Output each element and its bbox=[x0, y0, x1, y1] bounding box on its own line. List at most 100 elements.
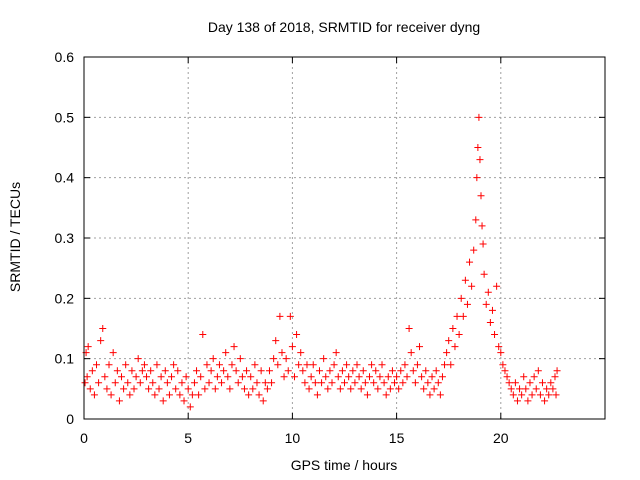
data-point bbox=[103, 385, 111, 393]
data-point bbox=[466, 258, 474, 266]
data-point bbox=[81, 379, 89, 387]
data-point bbox=[172, 385, 180, 393]
data-point bbox=[401, 361, 409, 369]
data-point bbox=[253, 379, 261, 387]
x-tick-label: 5 bbox=[184, 430, 192, 446]
data-point bbox=[236, 355, 244, 363]
data-point bbox=[226, 385, 234, 393]
data-point bbox=[453, 312, 461, 320]
data-point bbox=[90, 391, 98, 399]
data-point bbox=[203, 361, 211, 369]
data-point bbox=[551, 373, 559, 381]
data-point bbox=[457, 294, 465, 302]
data-point bbox=[416, 343, 424, 351]
data-point bbox=[143, 373, 151, 381]
data-point bbox=[545, 391, 553, 399]
data-point bbox=[168, 373, 176, 381]
data-point bbox=[86, 385, 94, 393]
data-point bbox=[282, 355, 290, 363]
data-point bbox=[249, 385, 257, 393]
data-point bbox=[149, 379, 157, 387]
data-point bbox=[84, 343, 92, 351]
y-tick-label: 0.1 bbox=[55, 351, 75, 367]
data-point bbox=[532, 385, 540, 393]
data-point bbox=[95, 379, 103, 387]
chart-title: Day 138 of 2018, SRMTID for receiver dyn… bbox=[208, 19, 480, 35]
y-tick-label: 0.3 bbox=[55, 230, 75, 246]
data-point bbox=[420, 385, 428, 393]
data-point bbox=[230, 343, 238, 351]
data-point bbox=[341, 379, 348, 387]
data-point bbox=[132, 373, 140, 381]
data-point bbox=[470, 246, 478, 254]
data-point bbox=[276, 312, 284, 320]
data-point bbox=[320, 355, 328, 363]
data-point bbox=[261, 379, 269, 387]
data-point bbox=[378, 361, 386, 369]
data-point bbox=[447, 361, 455, 369]
data-point bbox=[403, 373, 411, 381]
data-point bbox=[215, 361, 223, 369]
y-axis-label: SRMTID / TECUs bbox=[7, 182, 23, 292]
data-point bbox=[243, 367, 251, 375]
y-tick-label: 0.2 bbox=[55, 290, 75, 306]
data-point bbox=[88, 367, 96, 375]
data-point bbox=[268, 379, 276, 387]
data-point bbox=[111, 379, 119, 387]
data-point bbox=[122, 361, 130, 369]
data-point bbox=[353, 361, 361, 369]
data-point bbox=[334, 373, 342, 381]
data-points bbox=[81, 113, 561, 411]
data-point bbox=[479, 240, 487, 248]
data-point bbox=[478, 222, 486, 230]
data-point bbox=[280, 373, 288, 381]
data-point bbox=[461, 276, 469, 284]
data-point bbox=[501, 367, 509, 375]
data-point bbox=[155, 385, 163, 393]
data-point bbox=[115, 397, 123, 405]
data-point bbox=[161, 367, 169, 375]
data-point bbox=[180, 397, 188, 405]
data-point bbox=[349, 367, 357, 375]
data-point bbox=[376, 373, 384, 381]
data-point bbox=[391, 379, 399, 387]
data-point bbox=[347, 385, 355, 393]
axis-ticks: 0 5 10 15 20 0 0.1 0.2 0.3 0.4 0.5 0.6 bbox=[55, 49, 605, 446]
plot-frame bbox=[83, 56, 606, 420]
data-point bbox=[503, 373, 511, 381]
data-point bbox=[195, 391, 203, 399]
data-point bbox=[526, 379, 534, 387]
data-point bbox=[363, 391, 371, 399]
data-point bbox=[134, 355, 142, 363]
data-point bbox=[547, 379, 555, 387]
data-point bbox=[309, 361, 317, 369]
data-point bbox=[553, 367, 561, 375]
data-point bbox=[368, 361, 376, 369]
data-point bbox=[516, 385, 524, 393]
data-point bbox=[301, 379, 309, 387]
data-point bbox=[438, 373, 446, 381]
data-point bbox=[486, 318, 494, 326]
data-point bbox=[393, 373, 401, 381]
data-point bbox=[422, 367, 430, 375]
data-point bbox=[449, 325, 457, 332]
data-point bbox=[257, 367, 265, 375]
data-point bbox=[126, 391, 134, 399]
data-point bbox=[109, 349, 117, 357]
data-point bbox=[482, 300, 490, 308]
data-point bbox=[374, 385, 382, 393]
data-point bbox=[505, 379, 513, 387]
data-point bbox=[382, 391, 390, 399]
data-point bbox=[351, 379, 359, 387]
data-point bbox=[288, 343, 296, 351]
data-point bbox=[197, 373, 205, 381]
data-point bbox=[274, 361, 282, 369]
x-tick-label: 15 bbox=[389, 430, 405, 446]
data-point bbox=[136, 379, 144, 387]
data-point bbox=[473, 174, 481, 182]
data-point bbox=[113, 367, 121, 375]
data-point bbox=[530, 373, 538, 381]
data-point bbox=[182, 373, 190, 381]
data-point bbox=[513, 397, 521, 405]
data-point bbox=[405, 325, 413, 332]
